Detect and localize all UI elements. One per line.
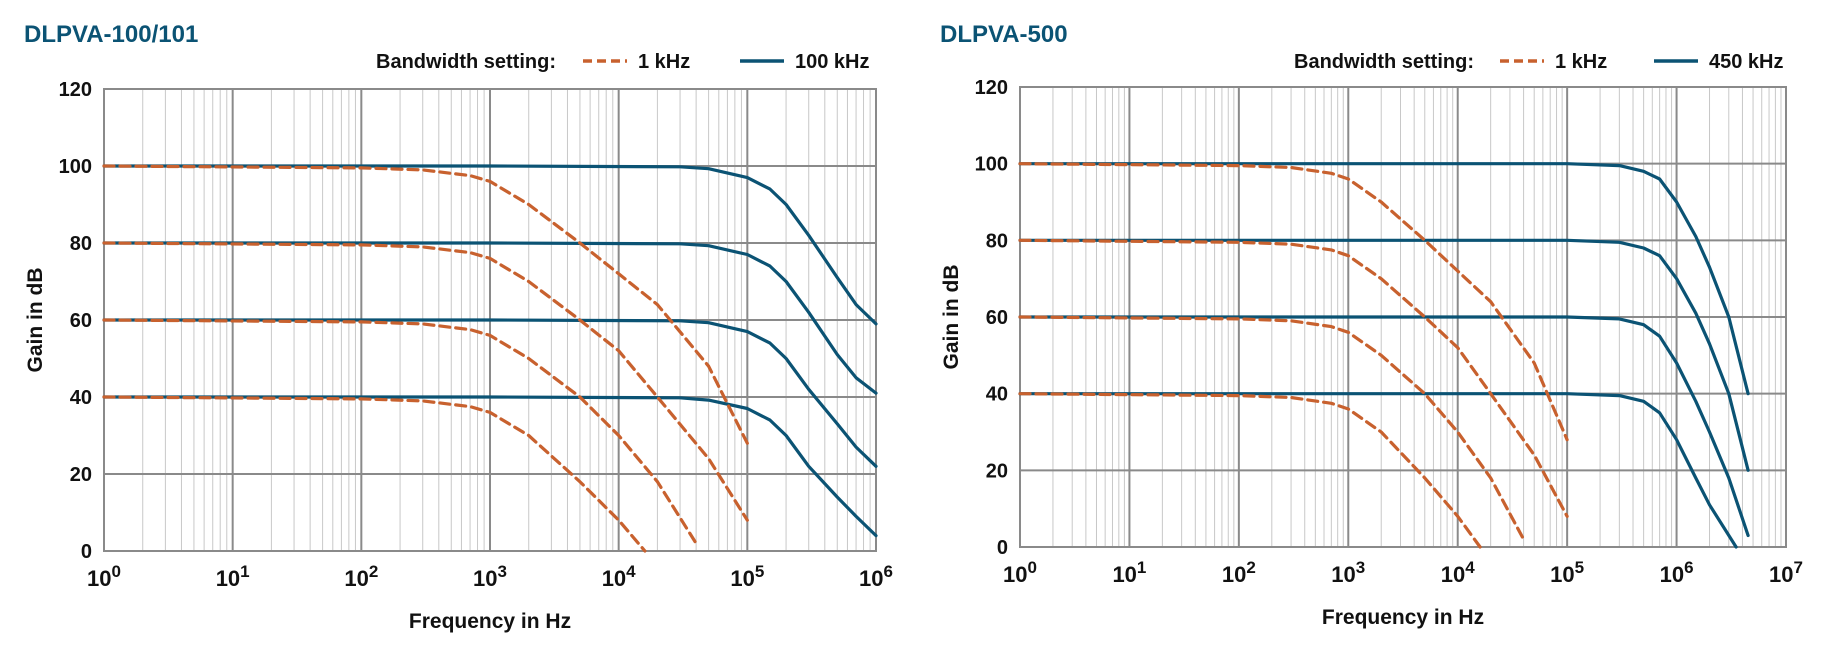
chart1-x-axis-label: Frequency in Hz xyxy=(409,610,571,633)
xtick-exponent: 2 xyxy=(369,562,378,581)
chart1-series-high-bw-gain-60 xyxy=(102,318,878,468)
xtick-base: 10 xyxy=(87,566,111,591)
chart2-ytick-label: 60 xyxy=(986,307,1008,329)
xtick-exponent: 6 xyxy=(1684,558,1693,577)
chart1-ytick-label: 20 xyxy=(70,464,92,486)
chart2-series-low-bw-gain-60 xyxy=(1018,315,1526,541)
xtick-exponent: 0 xyxy=(112,562,121,581)
chart2-xtick-label: 103 xyxy=(1331,558,1365,587)
chart1-series-high-bw-gain-80 xyxy=(102,241,878,395)
chart2-series-low-bw-gain-80 xyxy=(1018,238,1569,518)
chart1-xtick-label: 105 xyxy=(730,562,764,591)
chart1-ytick-label: 60 xyxy=(70,310,92,332)
chart2-ytick-label: 40 xyxy=(986,384,1008,406)
xtick-exponent: 5 xyxy=(755,562,764,581)
chart1-y-axis-label: Gain in dB xyxy=(24,268,47,373)
chart1-ytick-label: 80 xyxy=(70,233,92,255)
xtick-exponent: 3 xyxy=(498,562,507,581)
xtick-base: 10 xyxy=(473,566,497,591)
chart2-x-axis-label: Frequency in Hz xyxy=(1322,606,1484,629)
xtick-base: 10 xyxy=(1331,562,1355,587)
chart1-xtick-label: 100 xyxy=(87,562,121,591)
chart2-series-high-bw-gain-60 xyxy=(1018,315,1750,538)
xtick-base: 10 xyxy=(859,566,883,591)
chart1-xtick-label: 106 xyxy=(859,562,893,591)
xtick-base: 10 xyxy=(344,566,368,591)
chart2-xtick-label: 102 xyxy=(1222,558,1256,587)
chart1-title: DLPVA-100/101 xyxy=(24,21,198,48)
chart1-series-high-bw-gain-40 xyxy=(102,395,878,538)
xtick-exponent: 5 xyxy=(1575,558,1584,577)
chart1-xtick-label: 101 xyxy=(216,562,250,591)
chart2-series-high-bw-gain-100 xyxy=(1018,162,1750,396)
chart1-series-low-bw-gain-80 xyxy=(102,241,749,522)
xtick-exponent: 2 xyxy=(1246,558,1255,577)
chart2-xtick-label: 106 xyxy=(1660,558,1694,587)
chart1-ytick-label: 0 xyxy=(81,541,92,563)
chart1-xtick-label: 102 xyxy=(344,562,378,591)
chart1-ytick-label: 120 xyxy=(59,79,92,101)
chart2-ytick-label: 120 xyxy=(975,77,1008,99)
xtick-base: 10 xyxy=(1222,562,1246,587)
chart1-legend: Bandwidth setting: 1 kHz 100 kHz xyxy=(376,51,869,73)
xtick-base: 10 xyxy=(1003,562,1027,587)
xtick-base: 10 xyxy=(1550,562,1574,587)
xtick-base: 10 xyxy=(1660,562,1684,587)
xtick-exponent: 6 xyxy=(884,562,893,581)
chart2-legend-label: 450 kHz xyxy=(1709,51,1784,73)
chart2-xtick-label: 107 xyxy=(1769,558,1803,587)
chart1-series-low-bw-gain-100 xyxy=(102,164,749,445)
chart1-series-high-bw-gain-100 xyxy=(102,164,878,326)
chart2-ytick-label: 100 xyxy=(975,154,1008,176)
chart1-ytick-label: 40 xyxy=(70,387,92,409)
chart2-series-high-bw-gain-40 xyxy=(1018,392,1738,549)
chart2-xtick-label: 104 xyxy=(1441,558,1475,587)
chart2-legend-title: Bandwidth setting: xyxy=(1294,51,1474,73)
chart2-series-high-bw-gain-80 xyxy=(1018,238,1750,472)
chart1-series-low-bw-gain-40 xyxy=(102,395,647,553)
chart2-ytick-label: 20 xyxy=(986,460,1008,482)
chart1-xtick-label: 103 xyxy=(473,562,507,591)
chart2-legend: Bandwidth setting: 1 kHz 450 kHz xyxy=(1294,51,1783,73)
xtick-exponent: 4 xyxy=(1465,558,1475,577)
chart1-series-low-bw-gain-60 xyxy=(102,318,698,545)
chart1-xtick-label: 104 xyxy=(602,562,636,591)
chart2-series-low-bw-gain-40 xyxy=(1018,392,1482,549)
xtick-base: 10 xyxy=(216,566,240,591)
chart2-ytick-label: 0 xyxy=(997,537,1008,559)
chart2-y-axis-label: Gain in dB xyxy=(940,265,963,370)
chart1-legend-label: 1 kHz xyxy=(638,51,690,73)
chart2-xtick-label: 100 xyxy=(1003,558,1037,587)
xtick-exponent: 1 xyxy=(1137,558,1146,577)
chart2-series-low-bw-gain-100 xyxy=(1018,162,1569,442)
chart1-legend-title: Bandwidth setting: xyxy=(376,51,556,73)
xtick-base: 10 xyxy=(602,566,626,591)
xtick-base: 10 xyxy=(1441,562,1465,587)
xtick-exponent: 7 xyxy=(1794,558,1803,577)
xtick-exponent: 0 xyxy=(1028,558,1037,577)
chart2-xtick-label: 101 xyxy=(1112,558,1146,587)
chart1-ytick-label: 100 xyxy=(59,156,92,178)
xtick-exponent: 1 xyxy=(240,562,249,581)
xtick-base: 10 xyxy=(1112,562,1136,587)
chart2-legend-label: 1 kHz xyxy=(1555,51,1607,73)
chart1-legend-label: 100 kHz xyxy=(795,51,870,73)
xtick-exponent: 4 xyxy=(626,562,636,581)
xtick-base: 10 xyxy=(1769,562,1793,587)
chart2-xtick-label: 105 xyxy=(1550,558,1584,587)
xtick-base: 10 xyxy=(730,566,754,591)
chart2-title: DLPVA-500 xyxy=(940,21,1068,48)
xtick-exponent: 3 xyxy=(1356,558,1365,577)
chart2-ytick-label: 80 xyxy=(986,230,1008,252)
